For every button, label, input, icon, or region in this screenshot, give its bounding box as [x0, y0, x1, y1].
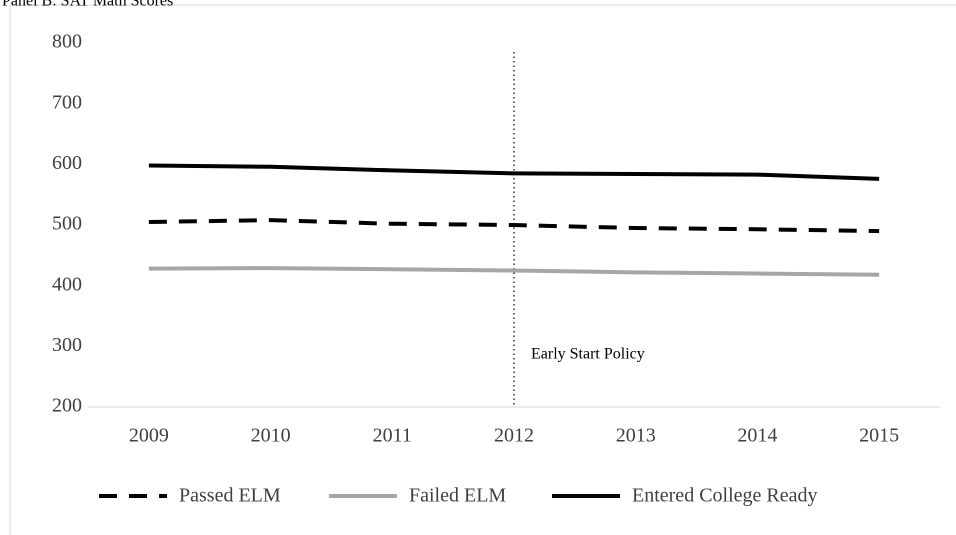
x-tick-label: 2014 — [737, 425, 777, 447]
y-tick-label: 800 — [52, 31, 82, 53]
legend-label: Passed ELM — [179, 485, 281, 507]
x-tick-label: 2013 — [616, 425, 656, 447]
x-tick-label: 2010 — [251, 425, 291, 447]
y-tick-label: 700 — [52, 91, 82, 113]
y-tick-label: 200 — [52, 395, 82, 417]
legend-label: Failed ELM — [409, 485, 506, 507]
y-tick-label: 600 — [52, 152, 82, 174]
legend-label: Entered College Ready — [632, 485, 818, 507]
chart-title: Panel B: SAT Math Scores — [2, 0, 173, 10]
x-tick-label: 2011 — [373, 425, 412, 447]
y-tick-label: 500 — [52, 213, 82, 235]
y-tick-label: 400 — [52, 273, 82, 295]
annotation: Early Start Policy — [531, 346, 645, 363]
y-tick-label: 300 — [52, 334, 82, 356]
x-tick-label: 2009 — [129, 425, 169, 447]
line-series — [148, 218, 880, 234]
x-tick-label: 2015 — [859, 425, 899, 447]
line-series — [148, 266, 880, 277]
line-series — [148, 163, 880, 181]
x-tick-label: 2012 — [494, 425, 534, 447]
